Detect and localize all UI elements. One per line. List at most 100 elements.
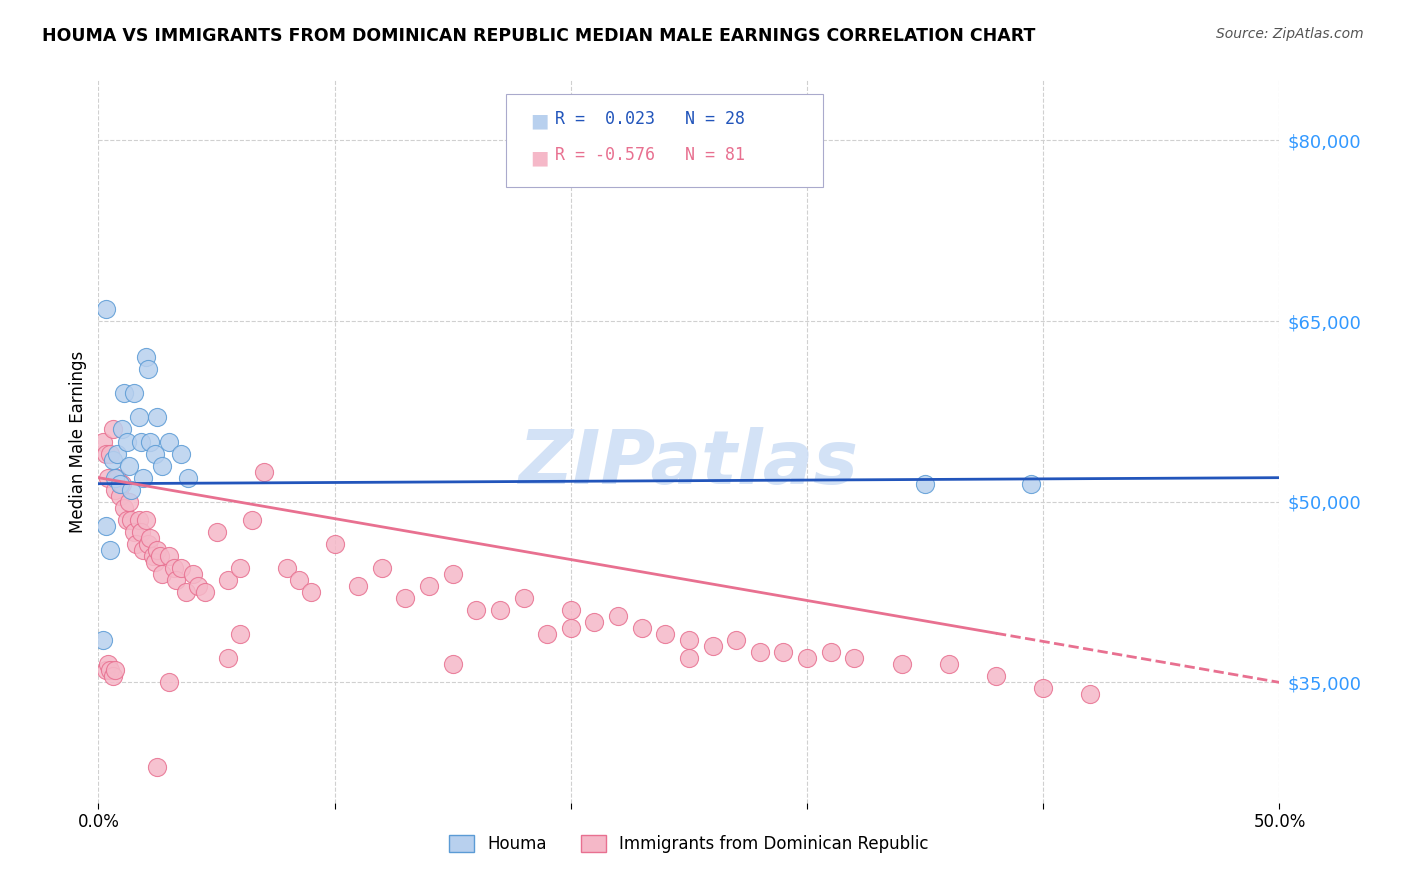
Point [142,549,165,563]
Point [174,585,197,599]
Point [890,657,912,672]
Point [97,471,120,485]
Point [170,561,193,575]
Text: R =  0.023: R = 0.023 [555,110,655,128]
Point [217,651,239,665]
Point [118,458,141,473]
Point [118,494,141,508]
Text: HOUMA VS IMMIGRANTS FROM DOMINICAN REPUBLIC MEDIAN MALE EARNINGS CORRELATION CHA: HOUMA VS IMMIGRANTS FROM DOMINICAN REPUB… [42,27,1036,45]
Point [115,434,138,449]
Point [938,657,960,672]
Point [1021,476,1043,491]
Point [229,561,252,575]
Point [820,645,842,659]
Point [323,537,346,551]
Point [560,603,582,617]
Point [725,633,748,648]
Point [136,537,159,551]
Text: ZIPatlas: ZIPatlas [519,426,859,500]
Point [181,567,204,582]
Point [288,573,311,587]
Point [135,350,157,364]
Point [94,519,117,533]
Point [194,585,217,599]
Text: ■: ■ [530,112,548,130]
Point [844,651,866,665]
Point [111,423,134,437]
Point [91,434,114,449]
Text: R = -0.576: R = -0.576 [555,146,655,164]
Point [146,410,169,425]
Point [104,664,127,678]
Point [128,410,150,425]
Point [94,446,117,460]
Point [125,537,148,551]
Point [139,531,162,545]
Point [371,561,394,575]
Point [132,542,155,557]
Point [157,549,180,563]
Point [914,476,936,491]
Point [108,489,131,503]
Point [101,669,124,683]
Text: Source: ZipAtlas.com: Source: ZipAtlas.com [1216,27,1364,41]
Point [177,471,200,485]
Point [129,524,152,539]
Point [418,579,440,593]
Point [1032,681,1054,696]
Point [143,555,166,569]
Point [146,542,169,557]
Point [150,458,173,473]
Point [122,524,145,539]
Point [111,476,134,491]
Point [98,542,121,557]
Point [276,561,298,575]
Point [122,386,145,401]
Point [115,513,138,527]
Point [121,483,143,497]
Point [772,645,794,659]
Point [536,627,558,641]
Point [101,452,124,467]
Point [150,567,173,582]
Point [465,603,488,617]
Point [163,561,186,575]
Point [560,621,582,635]
Point [187,579,209,593]
Point [441,657,464,672]
Point [105,446,128,460]
Text: ■: ■ [530,148,548,167]
Point [205,524,228,539]
Point [170,446,193,460]
Point [135,513,157,527]
Point [165,573,187,587]
Point [678,651,700,665]
Point [136,362,159,376]
Point [112,386,135,401]
Point [112,500,135,515]
Point [512,591,534,605]
Point [217,573,239,587]
Point [91,633,114,648]
Legend: Houma, Immigrants from Dominican Republic: Houma, Immigrants from Dominican Republi… [443,828,935,860]
Point [984,669,1007,683]
Y-axis label: Median Male Earnings: Median Male Earnings [69,351,87,533]
Point [128,513,150,527]
Point [121,513,143,527]
Point [149,549,172,563]
Point [299,585,322,599]
Point [97,657,120,672]
Point [104,471,127,485]
Point [441,567,464,582]
Point [94,301,117,317]
Point [104,483,127,497]
Point [98,664,121,678]
Point [630,621,652,635]
Point [240,513,263,527]
Point [489,603,512,617]
Point [146,760,169,774]
Point [654,627,676,641]
Point [129,434,152,449]
Point [157,675,180,690]
Text: N = 28: N = 28 [685,110,745,128]
